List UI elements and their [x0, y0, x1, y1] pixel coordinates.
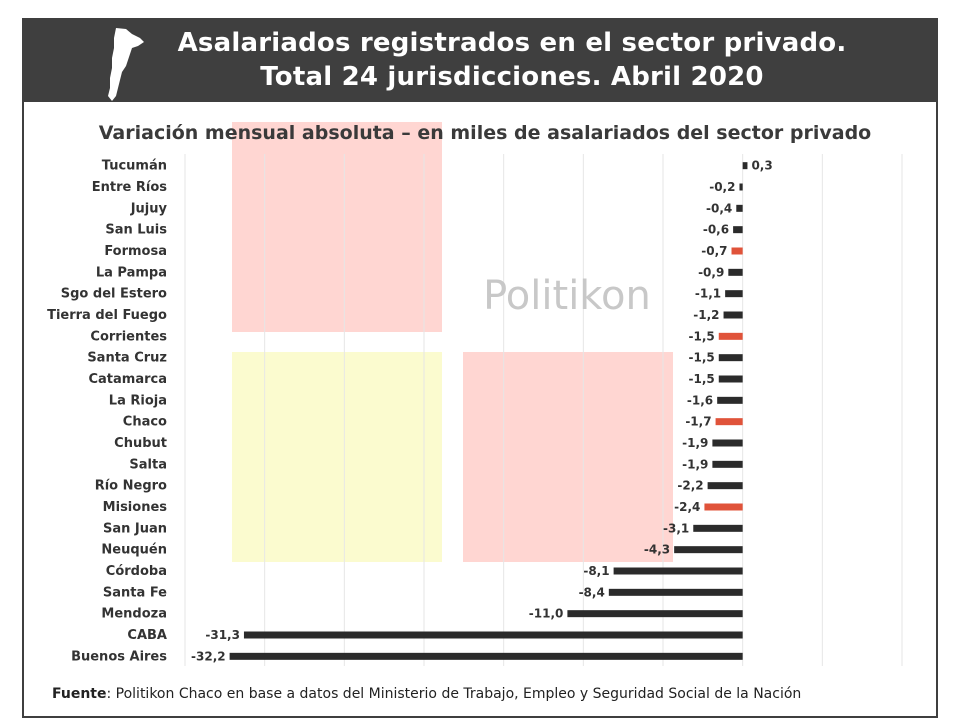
category-label: Catamarca: [88, 372, 167, 387]
data-label: -1,5: [689, 351, 715, 365]
data-label: -8,1: [583, 564, 609, 578]
bar: [718, 375, 743, 383]
bar: [712, 460, 743, 468]
data-label: -1,7: [685, 415, 711, 429]
data-label: -1,9: [682, 457, 708, 471]
category-label: San Luis: [105, 223, 167, 238]
data-label: -1,9: [682, 436, 708, 450]
data-label: -1,1: [695, 287, 721, 301]
category-label: Formosa: [104, 244, 167, 259]
bar: [728, 268, 743, 276]
chart-frame: Asalariados registrados en el sector pri…: [22, 18, 938, 718]
data-label: -0,4: [706, 201, 732, 215]
data-label: -2,2: [677, 479, 703, 493]
category-label: Tucumán: [102, 159, 167, 174]
data-label: -0,9: [698, 265, 724, 279]
bar: [742, 162, 748, 170]
category-label: Mendoza: [101, 607, 167, 622]
bar: [736, 204, 743, 212]
bar: [712, 439, 743, 447]
category-label: Santa Cruz: [87, 351, 167, 366]
data-label: -4,3: [644, 543, 670, 557]
data-label: -0,2: [709, 180, 735, 194]
source-label: Fuente: [52, 686, 107, 702]
data-label: -1,2: [693, 308, 719, 322]
bar: [707, 482, 743, 490]
bar: [725, 290, 743, 298]
bar: [608, 588, 743, 596]
category-label: Santa Fe: [103, 585, 167, 600]
chart-title: Variación mensual absoluta – en miles de…: [99, 122, 871, 144]
source-note: Fuente: Politikon Chaco en base a datos …: [52, 686, 801, 702]
category-label: CABA: [127, 628, 167, 643]
data-label: -2,4: [674, 500, 700, 514]
category-label: Misiones: [103, 500, 168, 515]
data-label: -1,5: [689, 372, 715, 386]
bar: [717, 396, 743, 404]
bar: [723, 311, 743, 319]
bar: [693, 524, 743, 532]
bar: [739, 183, 743, 191]
data-label: -31,3: [205, 628, 240, 642]
watermark-block-3: [463, 352, 673, 562]
data-label: -3,1: [663, 521, 689, 535]
category-label: Chaco: [123, 415, 167, 430]
bar: [613, 567, 743, 575]
bar: [243, 631, 743, 639]
category-label: San Juan: [103, 521, 167, 536]
source-text: : Politikon Chaco en base a datos del Mi…: [106, 686, 802, 702]
bar: [718, 354, 743, 362]
main-title-line-2: Total 24 jurisdicciones. Abril 2020: [260, 62, 764, 92]
bar: [718, 332, 743, 340]
category-label: Entre Ríos: [92, 180, 168, 195]
category-label: Sgo del Estero: [61, 287, 167, 302]
category-label: La Rioja: [109, 393, 167, 408]
watermark-text: Politikon: [483, 273, 651, 319]
category-label: La Pampa: [96, 265, 167, 280]
category-label: Salta: [129, 457, 167, 472]
data-label: -1,5: [689, 329, 715, 343]
data-label: -1,6: [687, 393, 713, 407]
main-title-line-1: Asalariados registrados en el sector pri…: [177, 28, 847, 58]
header: Asalariados registrados en el sector pri…: [22, 18, 938, 102]
data-label: 0,3: [751, 159, 772, 173]
watermark-block-1: [232, 122, 442, 332]
bar: [567, 610, 743, 618]
category-label: Río Negro: [95, 479, 167, 494]
category-label: Neuquén: [101, 543, 167, 558]
argentina-map-icon: [108, 28, 144, 101]
bar: [715, 418, 743, 426]
category-label: Chubut: [114, 436, 167, 451]
data-label: -0,7: [701, 244, 727, 258]
data-label: -11,0: [529, 607, 564, 621]
category-label: Jujuy: [130, 201, 168, 216]
category-label: Corrientes: [90, 329, 167, 344]
bar: [229, 652, 743, 660]
data-label: -0,6: [703, 223, 729, 237]
bar: [674, 546, 743, 554]
bar: [733, 226, 743, 234]
data-label: -32,2: [191, 649, 226, 663]
bar: [704, 503, 743, 511]
category-label: Buenos Aires: [71, 649, 167, 664]
watermark-block-2: [232, 352, 442, 562]
category-label: Tierra del Fuego: [47, 308, 167, 323]
bar: [731, 247, 743, 255]
category-label: Córdoba: [106, 564, 167, 579]
data-label: -8,4: [579, 585, 605, 599]
